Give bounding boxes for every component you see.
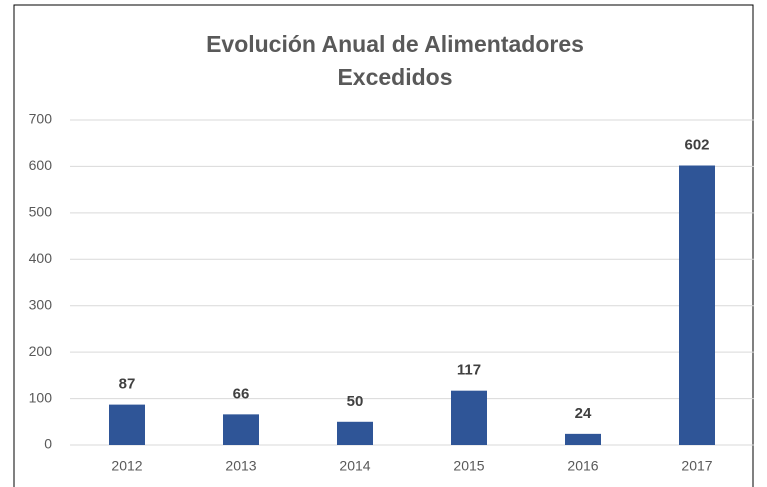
bar — [679, 165, 715, 445]
x-tick-label: 2014 — [339, 458, 370, 474]
x-tick-label: 2015 — [453, 458, 484, 474]
y-tick-label: 700 — [29, 111, 53, 127]
y-tick-label: 300 — [29, 296, 53, 312]
data-label: 87 — [119, 376, 136, 393]
y-tick-label: 200 — [29, 343, 53, 359]
data-label: 66 — [233, 385, 250, 402]
data-label: 117 — [457, 362, 481, 379]
x-tick-label: 2012 — [111, 458, 142, 474]
x-tick-label: 2017 — [681, 458, 712, 474]
data-label: 24 — [575, 405, 592, 422]
y-tick-label: 600 — [29, 157, 53, 173]
bar — [109, 404, 145, 445]
y-tick-label: 500 — [29, 204, 53, 220]
chart-title: Excedidos — [337, 64, 452, 90]
chart-title: Evolución Anual de Alimentadores — [206, 31, 584, 57]
bar — [337, 421, 373, 445]
y-tick-label: 400 — [29, 250, 53, 266]
y-tick-label: 100 — [29, 389, 53, 405]
bar — [223, 414, 259, 445]
bar — [451, 390, 487, 445]
bar — [565, 433, 601, 445]
y-tick-label: 0 — [44, 436, 52, 452]
x-tick-label: 2016 — [567, 458, 598, 474]
x-tick-label: 2013 — [225, 458, 256, 474]
data-label: 50 — [347, 393, 364, 410]
data-label: 602 — [684, 136, 709, 153]
